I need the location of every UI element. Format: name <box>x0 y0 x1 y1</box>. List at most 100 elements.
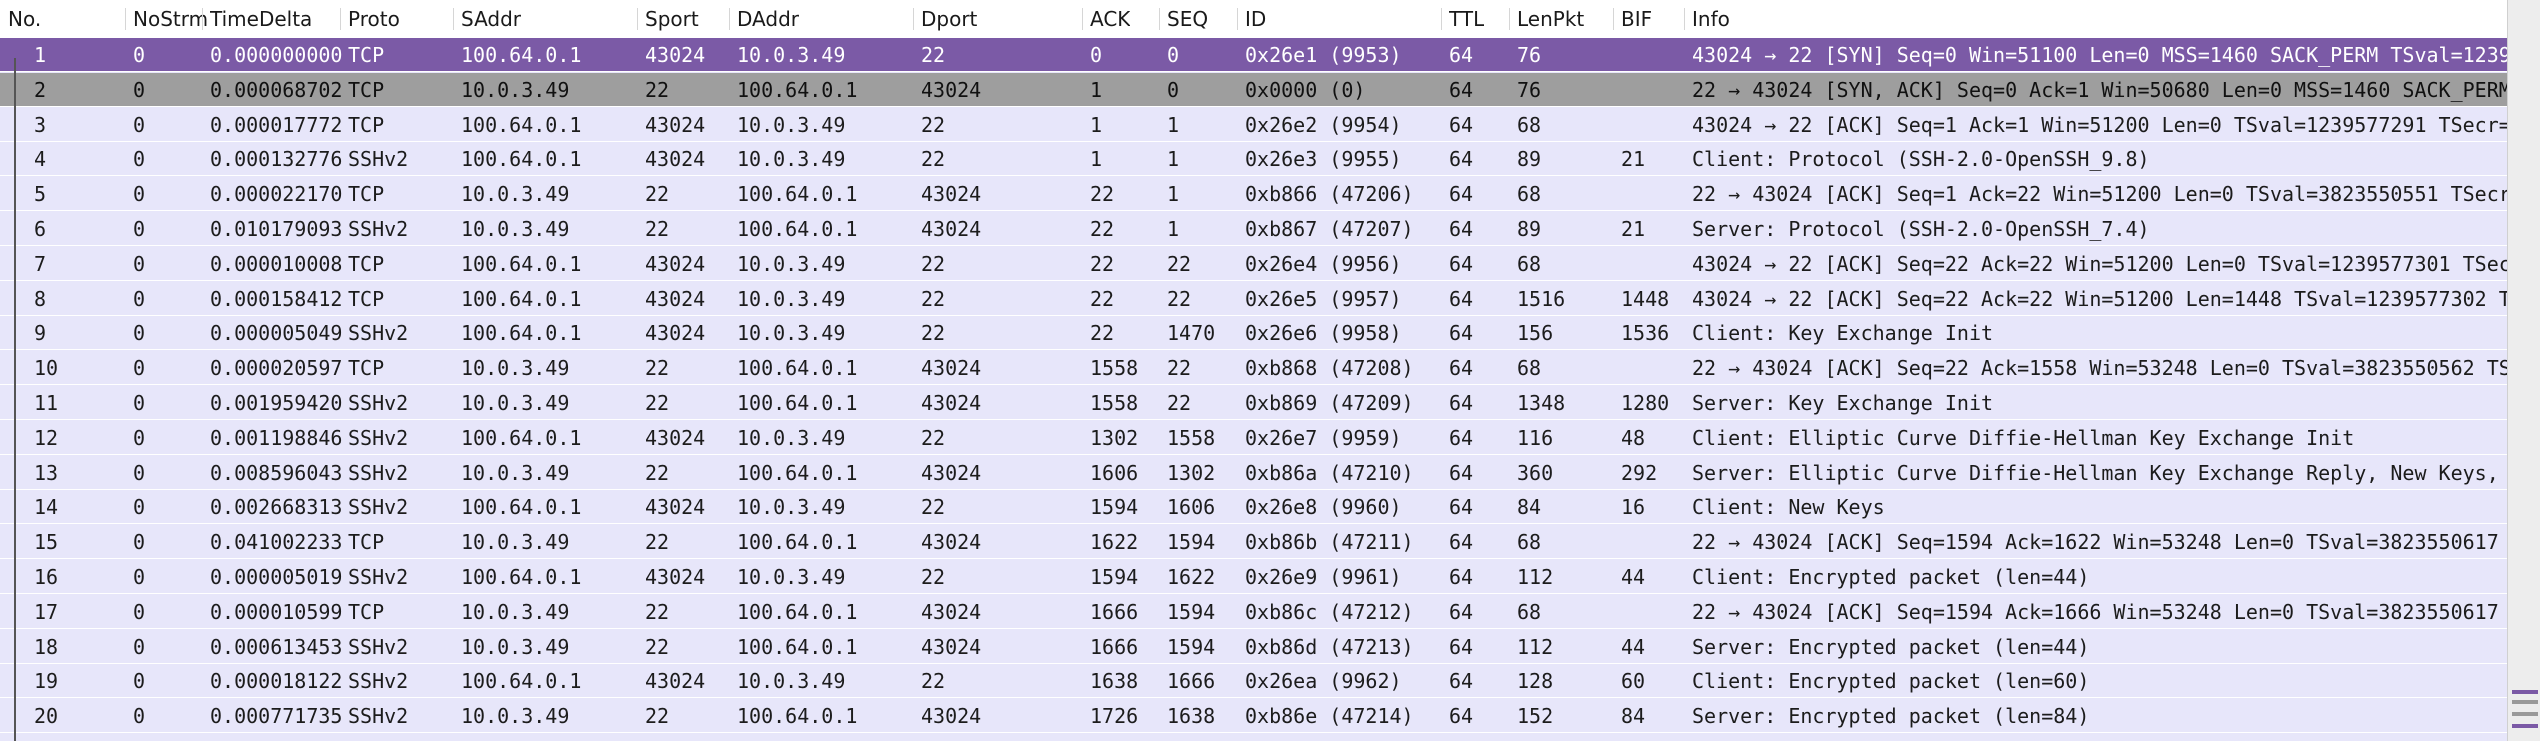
packet-row[interactable]: 12 0 0.001198846 SSHv2 100.64.0.1 43024 10.0.3… <box>0 421 2508 455</box>
cell-proto: TCP <box>348 182 385 206</box>
packet-row[interactable]: 19 0 0.000018122 SSHv2 100.64.0.1 43024 10.0.3… <box>0 664 2508 698</box>
cell-ttl: 64 <box>1449 461 1474 485</box>
packet-row[interactable]: 16 0 0.000005019 SSHv2 100.64.0.1 43024 10.0.3… <box>0 560 2508 594</box>
packet-row[interactable]: 11 0 0.001959420 SSHv2 10.0.3.49 22 100.64.0.1… <box>0 386 2508 420</box>
packet-row[interactable]: 17 0 0.000010599 TCP 10.0.3.49 22 100.64.0.1 43… <box>0 595 2508 629</box>
column-header-no[interactable]: No. <box>8 7 42 31</box>
cell-info: Server: Key Exchange Init <box>1692 391 1994 415</box>
cell-len: 89 <box>1517 217 1542 241</box>
cell-seq: 0 <box>1167 78 1180 102</box>
column-separator[interactable] <box>729 8 730 30</box>
cell-len: 360 <box>1517 461 1554 485</box>
column-header-sport[interactable]: Sport <box>645 7 699 31</box>
column-separator[interactable] <box>340 8 341 30</box>
packet-list-scrollbar[interactable] <box>2507 0 2540 741</box>
packet-row[interactable]: 5 0 0.000022170 TCP 10.0.3.49 22 100.64.0.1 430… <box>0 177 2508 211</box>
column-separator[interactable] <box>913 8 914 30</box>
column-separator[interactable] <box>453 8 454 30</box>
cell-daddr: 10.0.3.49 <box>737 113 846 137</box>
cell-no: 16 <box>34 565 59 589</box>
cell-dport: 43024 <box>921 182 982 206</box>
cell-no: 1 <box>34 43 47 67</box>
column-header-ttl[interactable]: TTL <box>1449 7 1485 31</box>
cell-ttl: 64 <box>1449 43 1474 67</box>
packet-row[interactable]: 3 0 0.000017772 TCP 100.64.0.1 43024 10.0.3.49… <box>0 108 2508 142</box>
column-separator[interactable] <box>1441 8 1442 30</box>
cell-bif: 44 <box>1621 635 1646 659</box>
cell-no: 13 <box>34 461 59 485</box>
column-header-ack[interactable]: ACK <box>1090 7 1131 31</box>
packet-row[interactable]: 7 0 0.000010008 TCP 100.64.0.1 43024 10.0.3.49… <box>0 247 2508 281</box>
cell-saddr: 100.64.0.1 <box>461 734 581 741</box>
cell-nostrm: 0 <box>133 147 146 171</box>
packet-row[interactable]: 4 0 0.000132776 SSHv2 100.64.0.1 43024 10.0.3.… <box>0 142 2508 176</box>
column-separator[interactable] <box>1613 8 1614 30</box>
cell-daddr: 100.64.0.1 <box>737 461 858 485</box>
packet-list[interactable]: 1 0 0.000000000 TCP 100.64.0.1 43024 10.0.3.49… <box>0 38 2508 741</box>
cell-bif: 48 <box>1621 426 1646 450</box>
cell-info: 22 → 43024 [SYN, ACK] Seq=0 Ack=1 Win=50… <box>1692 78 2508 102</box>
column-header-daddr[interactable]: DAddr <box>737 7 799 31</box>
column-header-dport[interactable]: Dport <box>921 7 978 31</box>
column-separator[interactable] <box>1082 8 1083 30</box>
cell-dport: 43024 <box>921 461 982 485</box>
column-separator[interactable] <box>1509 8 1510 30</box>
cell-saddr: 100.64.0.1 <box>461 669 582 693</box>
packet-row[interactable]: 20 0 0.000771735 SSHv2 10.0.3.49 22 100.64.0.1… <box>0 699 2508 733</box>
packet-row[interactable]: 18 0 0.000613453 SSHv2 10.0.3.49 22 100.64.0.1… <box>0 630 2508 664</box>
cell-nostrm: 0 <box>133 252 146 276</box>
column-header-td[interactable]: TimeDelta <box>210 7 313 31</box>
column-separator[interactable] <box>1237 8 1238 30</box>
column-header-info[interactable]: Info <box>1692 7 1730 31</box>
cell-dport: 22 <box>921 734 945 741</box>
cell-saddr: 10.0.3.49 <box>461 600 570 624</box>
column-separator[interactable] <box>1159 8 1160 30</box>
cell-id: 0x26e3 (9955) <box>1245 147 1402 171</box>
cell-no: 19 <box>34 669 59 693</box>
packet-row[interactable]: 14 0 0.002668313 SSHv2 100.64.0.1 43024 10.0.3… <box>0 490 2508 524</box>
column-header-len[interactable]: LenPkt <box>1517 7 1585 31</box>
packet-row[interactable]: 8 0 0.000158412 TCP 100.64.0.1 43024 10.0.3.49… <box>0 282 2508 316</box>
cell-seq: 1 <box>1167 147 1180 171</box>
cell-id: 0x26eb (9963) <box>1245 734 1402 741</box>
packet-row[interactable]: 1 0 0.000000000 TCP 100.64.0.1 43024 10.0.3.49… <box>0 38 2508 72</box>
cell-nostrm: 0 <box>133 734 145 741</box>
cell-ttl: 64 <box>1449 217 1474 241</box>
cell-sport: 43024 <box>645 565 706 589</box>
packet-row[interactable]: 15 0 0.041002233 TCP 10.0.3.49 22 100.64.0.1 43… <box>0 525 2508 559</box>
packet-row[interactable]: 6 0 0.010179093 SSHv2 10.0.3.49 22 100.64.0.1 4… <box>0 212 2508 246</box>
cell-saddr: 10.0.3.49 <box>461 635 570 659</box>
cell-info: Client: Key Exchange Init <box>1692 321 1994 345</box>
cell-dport: 43024 <box>921 635 982 659</box>
cell-td: 0.000020597 <box>210 356 343 380</box>
column-header-nostrm[interactable]: NoStrm <box>133 7 209 31</box>
cell-ack: 1666 <box>1090 600 1139 624</box>
packet-row[interactable]: 9 0 0.000005049 SSHv2 100.64.0.1 43024 10.0.3.… <box>0 316 2508 350</box>
cell-daddr: 100.64.0.1 <box>737 635 858 659</box>
packet-row[interactable]: 21 0 0.000700050 SSHv2 100.64.0.1 43024 10.0.3… <box>0 734 2508 741</box>
cell-daddr: 100.64.0.1 <box>737 182 858 206</box>
scrollbar-marker <box>2512 690 2538 694</box>
column-separator[interactable] <box>1684 8 1685 30</box>
cell-daddr: 10.0.3.49 <box>737 252 846 276</box>
column-header-id[interactable]: ID <box>1245 7 1267 31</box>
column-header-bif[interactable]: BIF <box>1621 7 1653 31</box>
column-separator[interactable] <box>125 8 126 30</box>
cell-dport: 43024 <box>921 356 982 380</box>
packet-row[interactable]: 10 0 0.000020597 TCP 10.0.3.49 22 100.64.0.1 43… <box>0 351 2508 385</box>
packet-row[interactable]: 2 0 0.000068702 TCP 10.0.3.49 22 100.64.0.1 430… <box>0 73 2508 107</box>
column-header-proto[interactable]: Proto <box>348 7 400 31</box>
cell-id: 0x26e8 (9960) <box>1245 495 1402 519</box>
column-separator[interactable] <box>202 8 203 30</box>
cell-id: 0xb867 (47207) <box>1245 217 1414 241</box>
packet-row[interactable]: 13 0 0.008596043 SSHv2 10.0.3.49 22 100.64.0.1… <box>0 456 2508 490</box>
column-header-seq[interactable]: SEQ <box>1167 7 1209 31</box>
cell-nostrm: 0 <box>133 287 146 311</box>
cell-id: 0x26e2 (9954) <box>1245 113 1402 137</box>
column-separator[interactable] <box>637 8 638 30</box>
cell-ack: 0 <box>1090 43 1103 67</box>
cell-sport: 22 <box>645 78 670 102</box>
cell-ack: 1606 <box>1090 461 1139 485</box>
column-header-saddr[interactable]: SAddr <box>461 7 522 31</box>
cell-td: 0.000068702 <box>210 78 343 102</box>
